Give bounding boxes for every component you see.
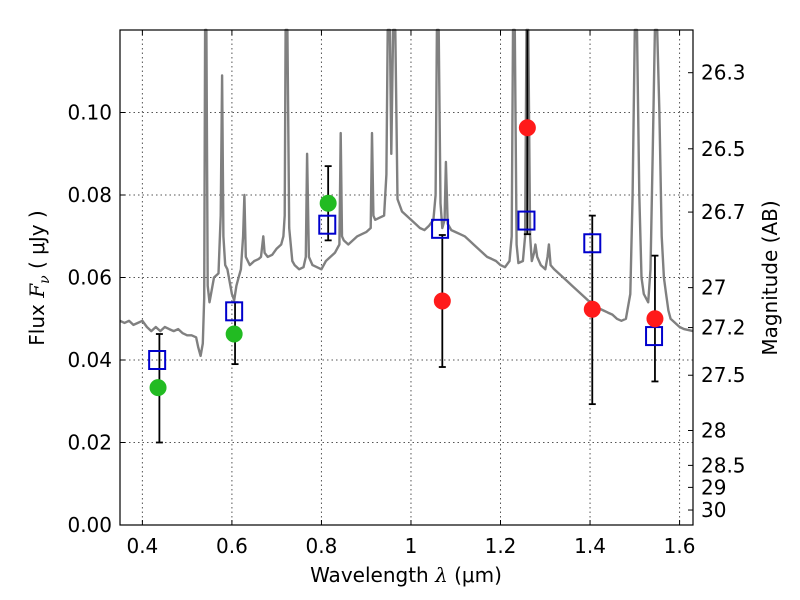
y2-tick-label: 26.7 bbox=[701, 200, 746, 224]
red-point bbox=[433, 292, 451, 310]
y2-tick-label: 29 bbox=[701, 475, 726, 499]
model-box-point bbox=[517, 210, 536, 231]
x-tick-label: 1.6 bbox=[664, 534, 696, 558]
green-point bbox=[149, 379, 167, 397]
model-box-point bbox=[431, 218, 450, 239]
red-point bbox=[646, 310, 664, 328]
y-tick-label: 0.06 bbox=[67, 266, 112, 290]
observed-points bbox=[149, 119, 664, 397]
y-tick-label: 0.04 bbox=[67, 348, 112, 372]
y-axis-label: Flux Fν ( μJy ) bbox=[25, 210, 53, 345]
model-box-point bbox=[225, 301, 244, 322]
model-spectrum bbox=[119, 28, 694, 358]
x-tick-label: 0.4 bbox=[126, 534, 158, 558]
red-point bbox=[518, 119, 536, 137]
y2-tick-label: 26.3 bbox=[701, 61, 746, 85]
x-tick-label: 1.2 bbox=[485, 534, 517, 558]
y-tick-label: 0.08 bbox=[67, 183, 112, 207]
model-spectrum-line bbox=[119, 28, 694, 358]
y2-axis-label: Magnitude (AB) bbox=[758, 200, 782, 355]
x-tick-label: 0.6 bbox=[216, 534, 248, 558]
y2-tick-label: 27.5 bbox=[701, 363, 746, 387]
y-tick-label: 0.02 bbox=[67, 431, 112, 455]
y2-tick-label: 27.2 bbox=[701, 316, 746, 340]
x-tick-label: 0.8 bbox=[306, 534, 338, 558]
model-box-point bbox=[318, 214, 337, 235]
model-box-point bbox=[583, 233, 602, 254]
x-tick-label: 1 bbox=[405, 534, 418, 558]
y-tick-label: 0.10 bbox=[67, 101, 112, 125]
y-tick-label: 0.00 bbox=[67, 513, 112, 537]
model-box-point bbox=[148, 350, 167, 370]
model-box-points bbox=[148, 210, 664, 370]
y2-tick-label: 30 bbox=[701, 498, 726, 522]
x-tick-label: 1.4 bbox=[574, 534, 606, 558]
x-axis-label: Wavelength λ (μm) bbox=[310, 563, 502, 587]
green-point bbox=[225, 325, 243, 343]
y2-tick-label: 27 bbox=[701, 276, 726, 300]
green-point bbox=[319, 194, 337, 212]
red-point bbox=[583, 300, 601, 318]
y2-tick-label: 28 bbox=[701, 419, 726, 443]
x-axis-ticks: 0.4 0.6 0.8 1 1.2 1.4 1.6 bbox=[126, 30, 695, 558]
error-bars bbox=[155, 30, 659, 444]
y-axis-ticks: 0.00 0.02 0.04 0.06 0.08 0.10 bbox=[67, 101, 125, 537]
y2-tick-label: 26.5 bbox=[701, 137, 746, 161]
y2-tick-label: 28.5 bbox=[701, 453, 746, 477]
